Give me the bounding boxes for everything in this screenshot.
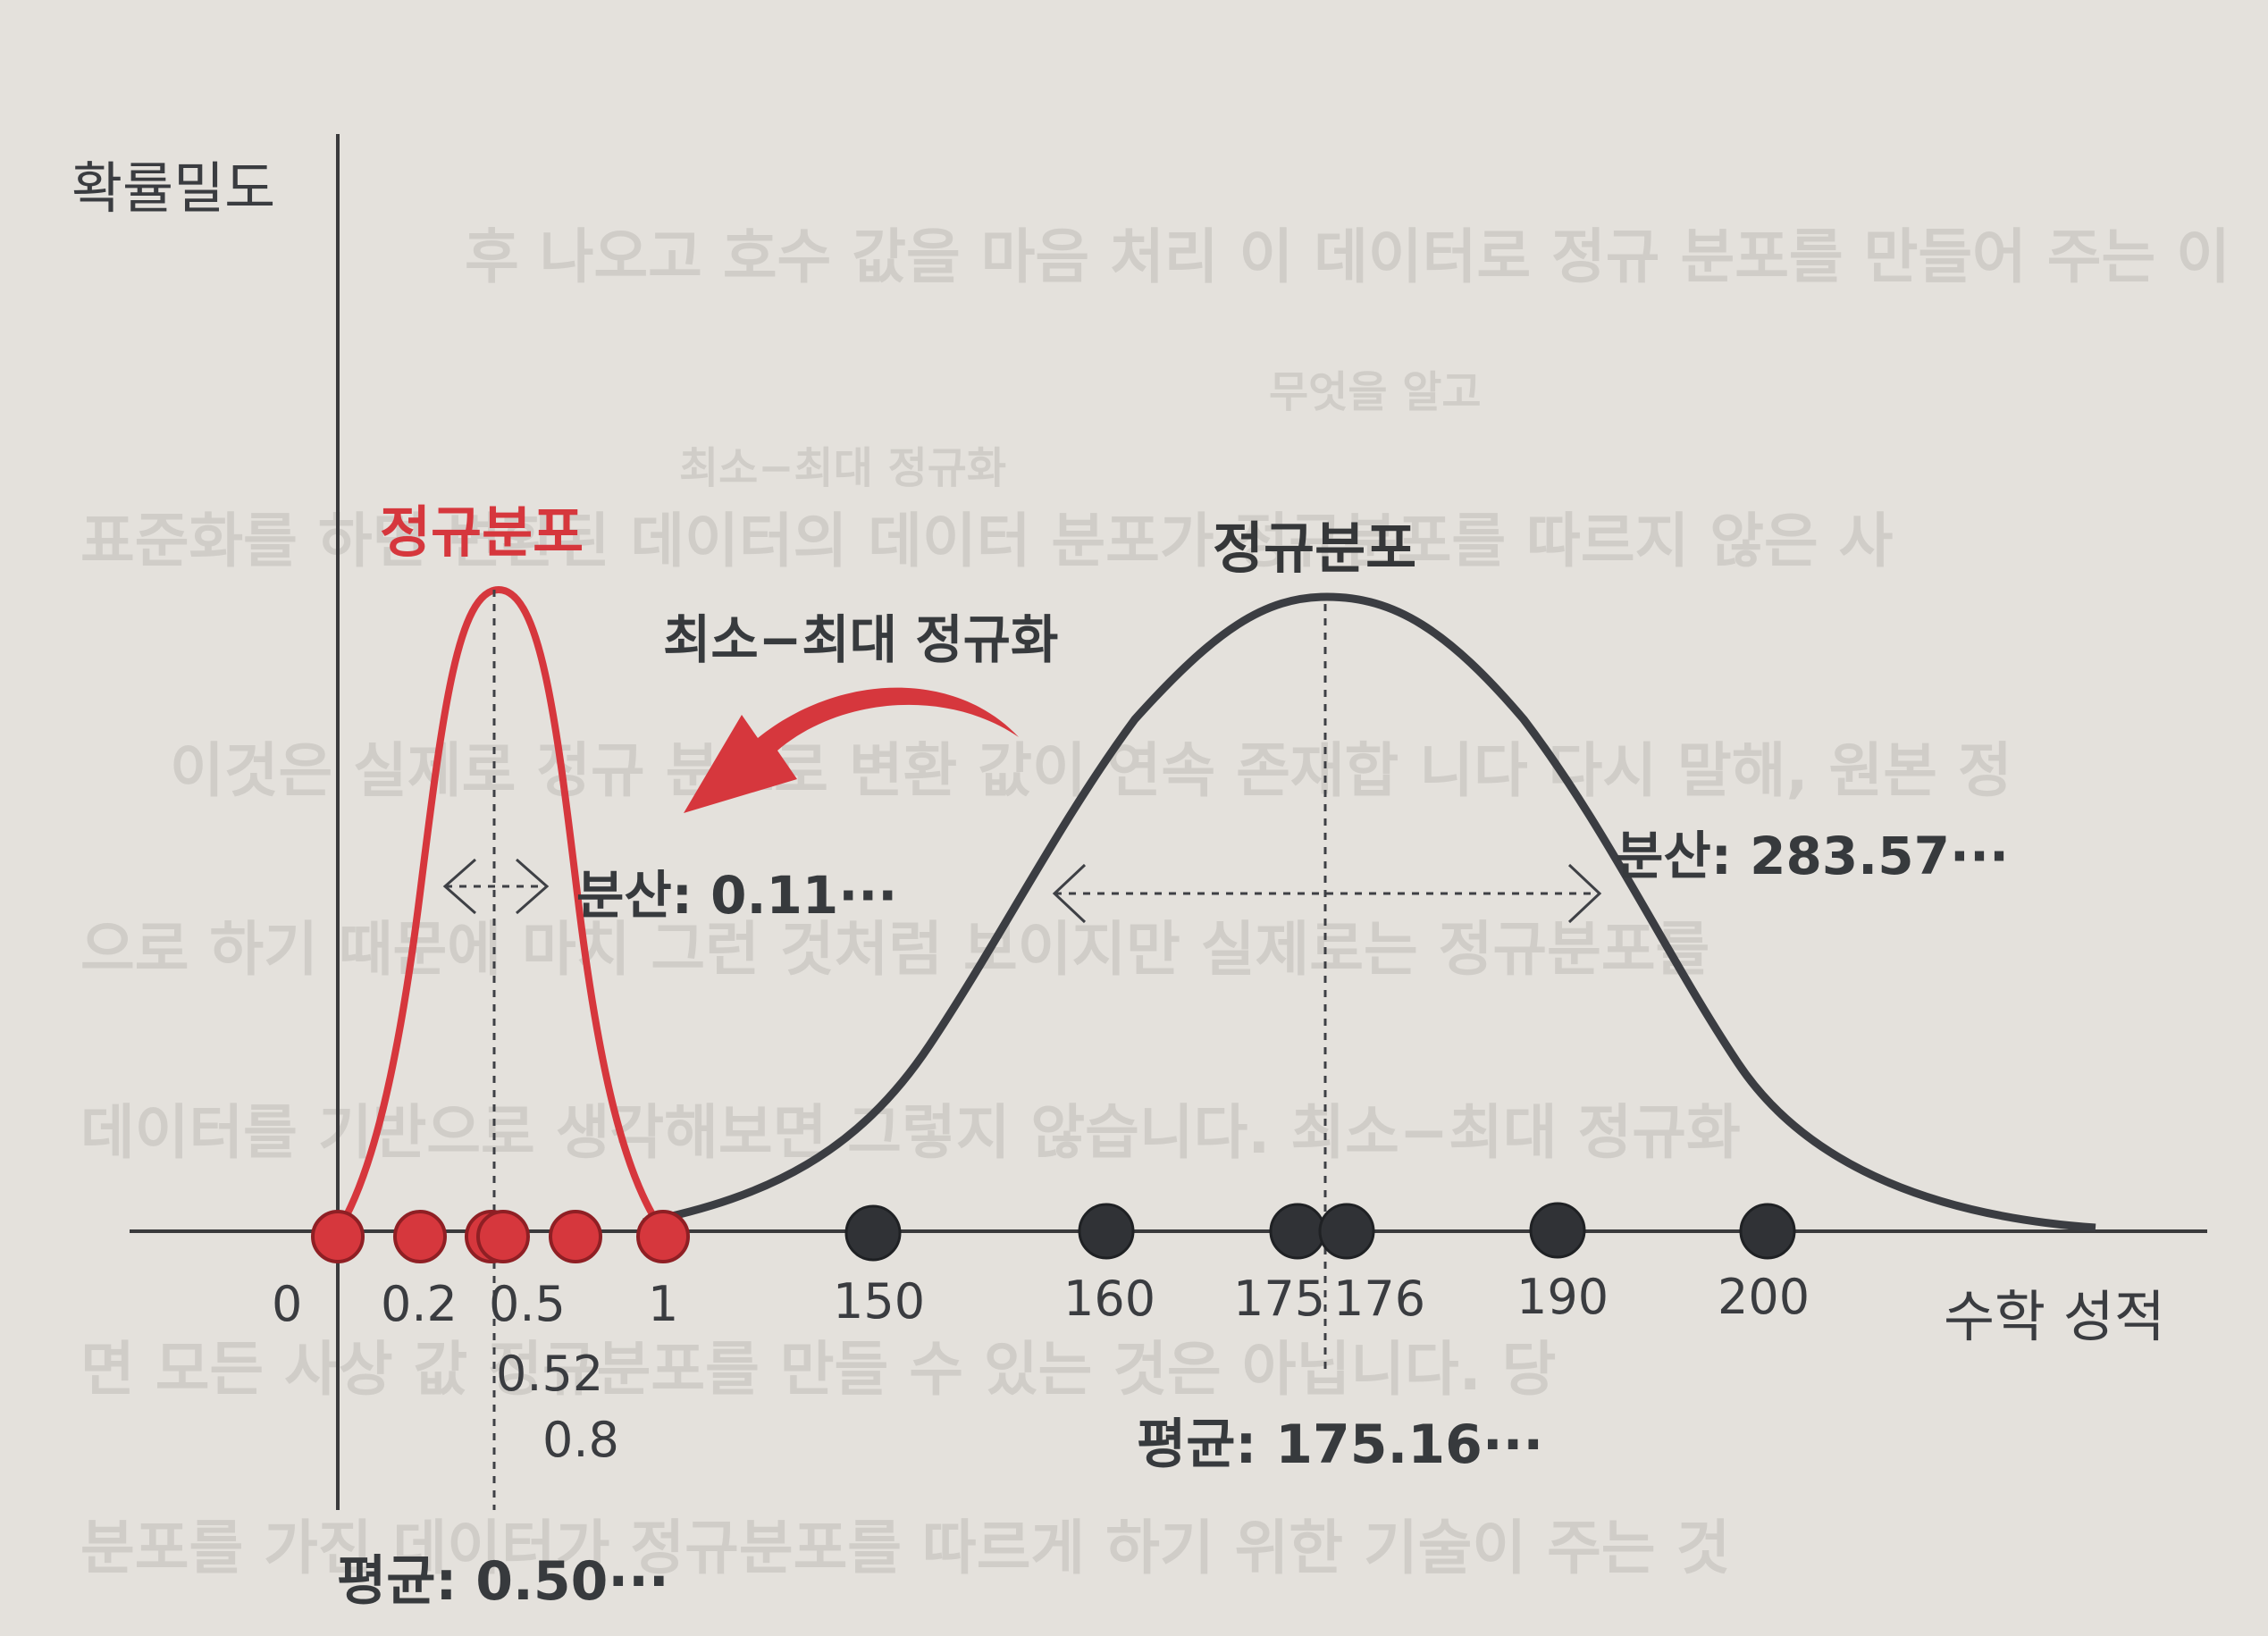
tick-0-5: 0.5 — [489, 1276, 566, 1332]
right-variance-arrow-left — [1052, 863, 1087, 924]
black-point-190 — [1529, 1202, 1586, 1259]
black-point-160 — [1078, 1203, 1135, 1260]
left-variance-arrow-left — [442, 858, 476, 915]
left-curve-title: 정규분포 — [380, 499, 584, 565]
black-point-175 — [1269, 1203, 1326, 1260]
faint-line-3: 최소−최대 정규화 — [679, 443, 1006, 493]
tick-0-8: 0.8 — [542, 1412, 619, 1468]
left-normal-curve — [334, 585, 667, 1234]
black-point-200 — [1739, 1203, 1796, 1260]
right-variance-label: 분산: 283.57··· — [1616, 826, 2009, 886]
right-curve-title: 정규분포 — [1213, 516, 1416, 581]
left-tick-labels: 0 0.2 0.5 0.52 0.8 1 — [272, 1276, 678, 1468]
right-normal-curve — [643, 592, 2096, 1232]
black-point-176 — [1318, 1203, 1375, 1260]
right-mean-label: 평균: 175.16··· — [1137, 1414, 1543, 1476]
left-variance-label: 분산: 0.11··· — [576, 865, 897, 926]
faint-line-5: 이것은 실제로 정규 분포로 변환 값이 연속 존재합 니다 다시 말해, 원본… — [170, 736, 2012, 805]
tick-200: 200 — [1718, 1269, 1810, 1325]
tick-190: 190 — [1516, 1269, 1609, 1325]
faint-background-text: 후 나오고 호수 값을 마음 처리 이 데이터로 정규 분포를 만들어 주는 이… — [80, 222, 2230, 1582]
faint-line-8: 면 모든 사상 값 정규분포를 만들 수 있는 것은 아닙니다. 당 — [80, 1335, 1556, 1404]
black-point-150 — [844, 1204, 902, 1262]
red-point-0-52 — [476, 1210, 530, 1263]
tick-176: 176 — [1333, 1271, 1425, 1327]
red-point-0 — [311, 1210, 365, 1263]
tick-160: 160 — [1063, 1271, 1155, 1327]
y-axis-label: 확률밀도 — [71, 155, 275, 221]
red-point-0-2 — [393, 1210, 447, 1263]
left-variance-arrow-right — [516, 858, 550, 915]
tick-0: 0 — [272, 1276, 302, 1332]
faint-line-9: 분포를 가진 데이터가 정규분포를 따르게 하기 위한 기술이 주는 것 — [80, 1514, 1730, 1582]
red-point-0-8 — [549, 1210, 602, 1263]
right-variance-arrow-right — [1567, 863, 1602, 924]
red-point-1 — [636, 1210, 690, 1263]
x-axis-label: 수학 성적 — [1944, 1284, 2165, 1349]
left-data-points — [311, 1210, 690, 1263]
faint-line-1: 후 나오고 호수 값을 마음 처리 이 데이터로 정규 분포를 만들어 주는 이 — [465, 222, 2230, 291]
transform-arrow — [684, 687, 1019, 813]
tick-1: 1 — [648, 1276, 678, 1332]
faint-line-6: 으로 하기 때문에 마치 그런 것처럼 보이지만 실제로는 정규분포를 — [80, 915, 1709, 984]
transform-label: 최소−최대 정규화 — [663, 609, 1058, 670]
tick-175: 175 — [1233, 1271, 1325, 1327]
left-mean-label: 평균: 0.50··· — [337, 1550, 669, 1613]
faint-line-7: 데이터를 기반으로 생각해보면 그렇지 않습니다. 최소−최대 정규화 — [80, 1098, 1741, 1167]
tick-150: 150 — [833, 1273, 925, 1330]
tick-0-52: 0.52 — [496, 1346, 603, 1402]
faint-line-4: 표준화를 하면 변환된 데이터의 데이터 분포가 정규분포를 따르지 않은 사 — [80, 507, 1893, 575]
tick-0-2: 0.2 — [381, 1276, 458, 1332]
right-tick-labels: 150 160 175 176 190 200 — [833, 1269, 1810, 1330]
right-data-points — [844, 1202, 1796, 1262]
faint-line-2: 무엇을 알고 — [1269, 367, 1482, 417]
